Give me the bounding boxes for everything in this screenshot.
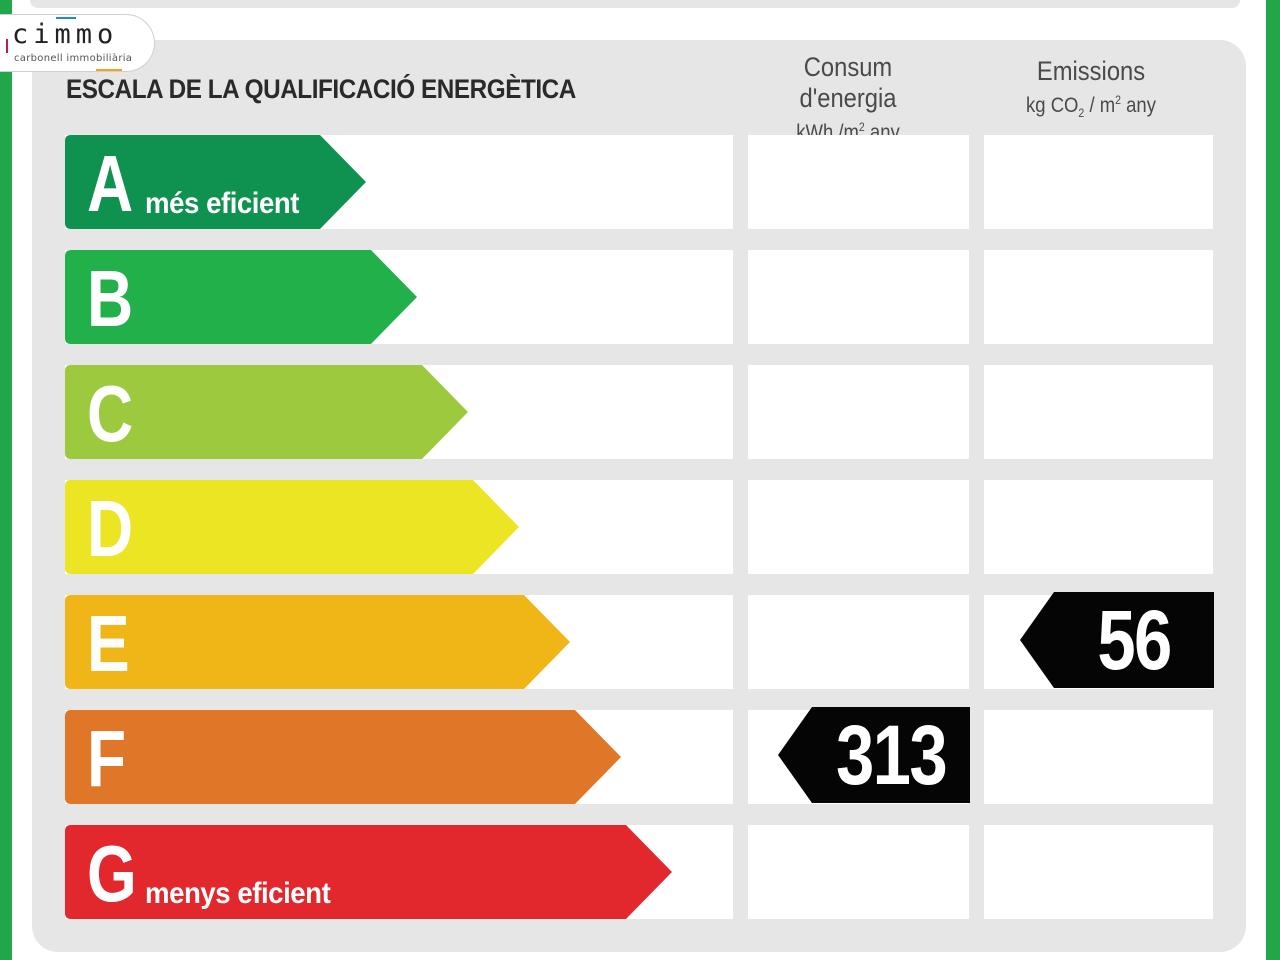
logo-wordmark: cimmo (12, 19, 119, 50)
top-strip (30, 0, 1240, 8)
class-letter: F (87, 714, 127, 803)
class-description: més eficient (145, 187, 300, 220)
scale-heading: ESCALA DE LA QUALIFICACIÓ ENERGÈTICA (66, 74, 576, 104)
class-letter: E (87, 599, 130, 688)
energy-cell-g (748, 825, 969, 919)
class-arrow-e: E (65, 595, 570, 689)
emissions-cell-b (984, 250, 1213, 344)
energy-column-header: Consum d'energia kWh /m2 any (753, 52, 943, 145)
class-arrow-f: F (65, 710, 621, 804)
class-letter: A (87, 139, 134, 228)
class-letter: B (87, 254, 134, 343)
class-letter: D (87, 484, 134, 573)
emissions-cell-a (984, 135, 1213, 229)
energy-cell-e (748, 595, 969, 689)
energy-cell-b (748, 250, 969, 344)
emissions-column-title: Emissions (1036, 56, 1146, 86)
emissions-column-unit: kg CO2 / m2 any (1026, 93, 1156, 121)
emissions-rating-value: 56 (1097, 592, 1172, 687)
emissions-cell-f (984, 710, 1213, 804)
energy-rating-value: 313 (835, 707, 948, 802)
logo-accent-orange (96, 69, 122, 71)
emissions-cell-g (984, 825, 1213, 919)
left-green-border (0, 0, 12, 960)
company-logo: cimmo carbonell immobiliària (0, 14, 155, 72)
class-arrow-d: D (65, 480, 519, 574)
emissions-rating-badge: 56 (1020, 592, 1214, 688)
right-green-border (1266, 0, 1280, 960)
class-arrow-c: C (65, 365, 468, 459)
energy-cell-a (748, 135, 969, 229)
energy-rating-badge: 313 (778, 707, 970, 803)
logo-accent-pink (6, 39, 8, 53)
logo-accent-blue (56, 17, 76, 19)
class-arrow-b: B (65, 250, 417, 344)
logo-subtitle: carbonell immobiliària (14, 53, 133, 64)
class-letter: C (87, 369, 134, 458)
class-description: menys eficient (145, 877, 331, 910)
energy-column-title: Consum d'energia (799, 52, 897, 113)
emissions-column-header: Emissions kg CO2 / m2 any (995, 56, 1187, 120)
energy-cell-c (748, 365, 969, 459)
emissions-cell-d (984, 480, 1213, 574)
energy-cell-d (748, 480, 969, 574)
class-letter: G (87, 829, 137, 918)
emissions-cell-c (984, 365, 1213, 459)
